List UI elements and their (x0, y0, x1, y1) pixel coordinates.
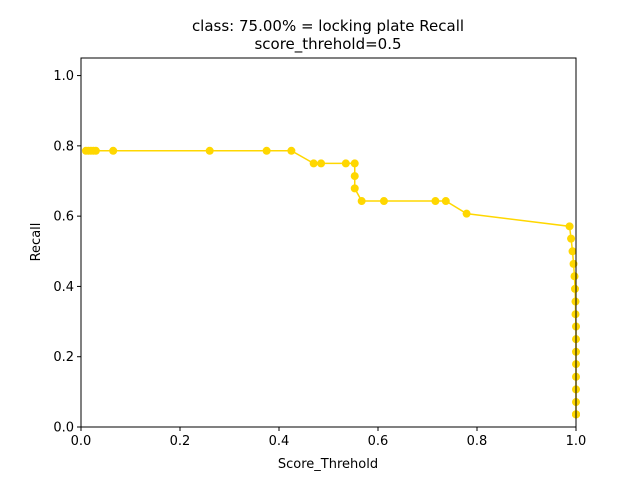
x-tick-label: 0.4 (269, 434, 290, 449)
data-point (567, 234, 576, 243)
plot-frame (80, 57, 577, 428)
data-point (341, 159, 350, 168)
data-point (441, 197, 450, 206)
data-point (350, 184, 359, 193)
data-point (565, 222, 574, 231)
y-tick-label: 0.0 (53, 421, 74, 436)
x-tick-label: 0.8 (467, 434, 488, 449)
data-point (462, 209, 471, 218)
data-point (379, 197, 388, 206)
data-point (317, 159, 326, 168)
y-tick-label: 0.2 (53, 350, 74, 365)
data-point (350, 172, 359, 181)
y-tick-label: 0.4 (53, 280, 74, 295)
chart-subtitle: score_threhold=0.5 (254, 35, 401, 54)
x-tick-label: 0.2 (170, 434, 191, 449)
x-axis-label: Score_Threhold (278, 457, 378, 472)
data-point (205, 146, 214, 155)
data-point (287, 146, 296, 155)
data-point (568, 247, 577, 256)
axis-ticks: 0.0 0.2 0.4 0.6 0.8 1.0 0.0 0.2 0.4 0.6 0.8 1.0 (53, 69, 586, 449)
data-point (91, 146, 100, 155)
data-point (350, 159, 359, 168)
y-axis-label: Recall (29, 223, 44, 262)
data-point (570, 272, 579, 281)
data-point (309, 159, 318, 168)
chart-title: class: 75.00% = locking plate Recall (192, 17, 464, 35)
data-point (431, 197, 440, 206)
y-tick-label: 0.8 (53, 139, 74, 154)
x-tick-label: 1.0 (566, 434, 587, 449)
data-point (109, 146, 118, 155)
y-tick-label: 1.0 (53, 69, 74, 84)
x-tick-label: 0.0 (71, 434, 92, 449)
x-tick-label: 0.6 (368, 434, 389, 449)
data-point (357, 197, 366, 206)
data-point (262, 146, 271, 155)
y-tick-label: 0.6 (53, 210, 74, 225)
data-point (571, 284, 580, 293)
